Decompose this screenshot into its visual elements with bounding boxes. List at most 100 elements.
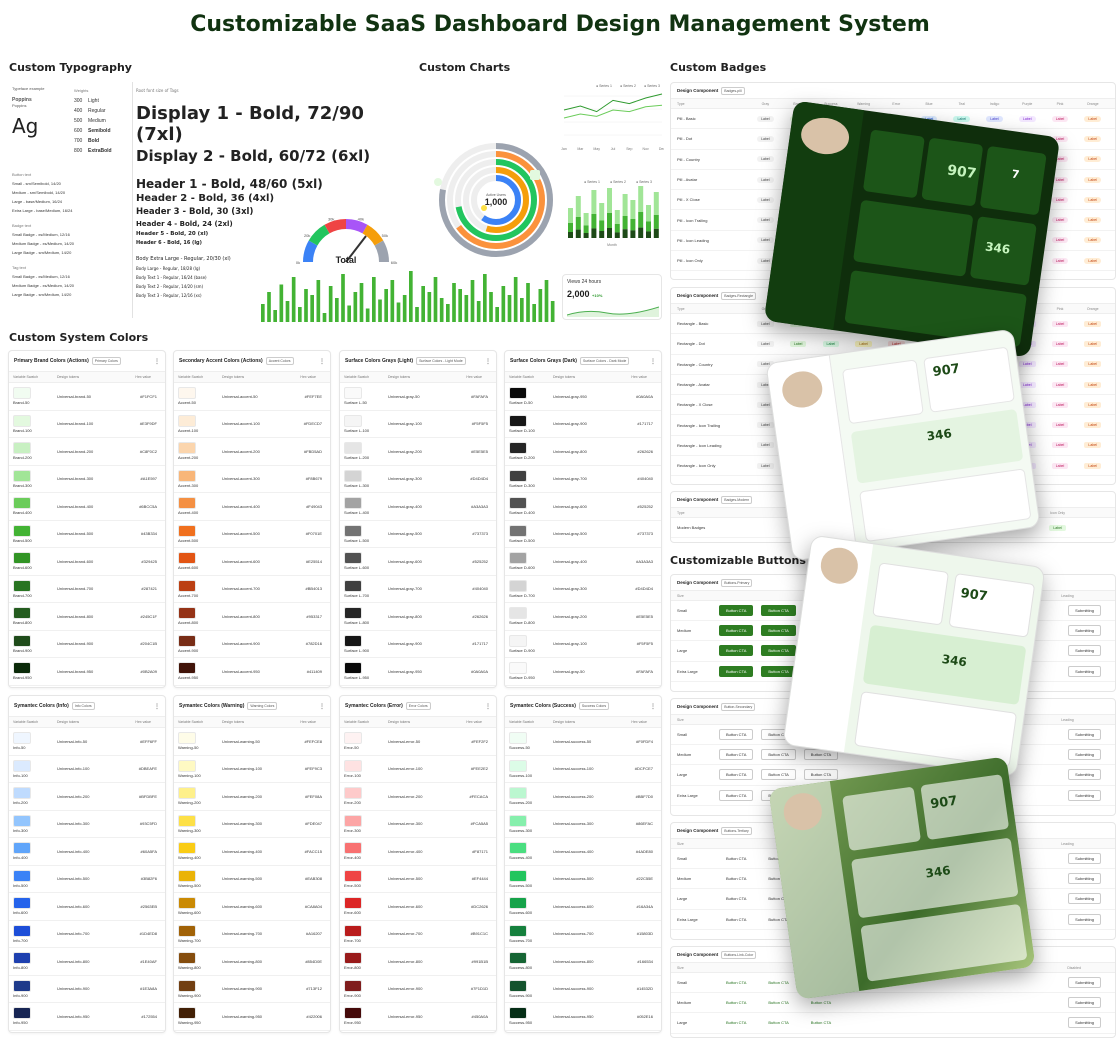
hex-value: #86EFAC	[635, 821, 653, 827]
cta-button[interactable]: Button CTA	[719, 769, 754, 781]
cta-button[interactable]: Button CTA	[719, 625, 754, 637]
size-item: Small - sm/Semibold, 14/20	[12, 181, 61, 186]
cta-button[interactable]: Button CTA	[719, 749, 754, 761]
histogram-bar	[439, 298, 444, 322]
submitting-button[interactable]: Submitting	[1068, 977, 1101, 989]
cta-button[interactable]: Button CTA	[803, 769, 839, 781]
bar-segment	[614, 210, 620, 224]
submitting-button[interactable]: Submitting	[1068, 853, 1101, 865]
color-swatch	[509, 897, 527, 910]
submitting-button[interactable]: Submitting	[1068, 893, 1101, 905]
cta-button[interactable]: Button CTA	[761, 625, 796, 637]
badge-sample: Label	[822, 340, 840, 347]
cta-button[interactable]: Button CTA	[719, 645, 754, 657]
header-3-sample: Header 3 - Bold, 30 (3xl)	[136, 207, 254, 217]
palette-columns: Variable Swatch Design tokens Hex value	[174, 371, 330, 383]
color-swatch	[344, 787, 362, 800]
cta-button[interactable]: Button CTA	[768, 1020, 789, 1026]
cta-button[interactable]: Button CTA	[768, 1000, 789, 1006]
cta-button[interactable]: Button CTA	[761, 605, 796, 617]
color-palette-card: Secondary Accent Colors (Actions) Accent …	[173, 350, 331, 688]
cta-button[interactable]: Button CTA	[726, 856, 747, 862]
cta-button[interactable]: Button CTA	[719, 729, 754, 741]
submitting-button[interactable]: Submitting	[1068, 1017, 1101, 1029]
bar-segment	[653, 215, 659, 229]
cta-button[interactable]: Button CTA	[726, 916, 747, 922]
hex-value: #171717	[637, 421, 653, 427]
cta-button[interactable]: Button CTA	[761, 645, 796, 657]
hex-value: #0A0A0A	[636, 393, 653, 399]
cta-button[interactable]: Button CTA	[719, 665, 754, 677]
submitting-button[interactable]: Submitting	[1068, 749, 1101, 761]
more-icon[interactable]: ⋮	[650, 703, 656, 710]
cta-button[interactable]: Button CTA	[719, 605, 754, 617]
weight-row: 600 Semibold	[74, 126, 112, 136]
swatch-name: Warning-200	[178, 800, 201, 806]
button-row: Medium Button CTA Button CTA Button CTA Subm…	[671, 993, 1115, 1014]
color-swatch	[509, 979, 527, 992]
cta-button[interactable]: Button CTA	[768, 916, 789, 922]
cta-button[interactable]: Button CTA	[768, 980, 789, 986]
cta-button[interactable]: Button CTA	[768, 896, 789, 902]
cta-button[interactable]: Button CTA	[768, 876, 789, 882]
submitting-button[interactable]: Submitting	[1068, 665, 1101, 677]
more-icon[interactable]: ⋮	[319, 703, 325, 710]
cta-button[interactable]: Button CTA	[761, 749, 796, 761]
submitting-button[interactable]: Submitting	[1068, 873, 1101, 885]
color-swatch	[13, 759, 31, 772]
cta-button[interactable]: Button CTA	[726, 980, 747, 986]
cta-button[interactable]: Button CTA	[719, 789, 754, 801]
color-swatch	[178, 952, 196, 965]
cta-button[interactable]: Button CTA	[726, 896, 747, 902]
palette-row: Accent-100 Universal-accent-100 #FDECD7	[174, 411, 330, 438]
hex-value: #F49043	[306, 503, 322, 509]
hex-value: #D4D4D4	[470, 476, 488, 482]
palette-row: Success-50 Universal-success-50 #F0FDF4	[505, 728, 661, 756]
header-2-sample: Header 2 - Bold, 36 (4xl)	[136, 193, 275, 204]
more-icon[interactable]: ⋮	[154, 358, 160, 365]
more-icon[interactable]: ⋮	[485, 358, 491, 365]
submitting-button[interactable]: Submitting	[1068, 913, 1101, 925]
color-swatch	[344, 952, 362, 965]
color-swatch	[344, 469, 362, 482]
cta-button[interactable]: Button CTA	[761, 665, 796, 677]
color-swatch	[13, 579, 31, 592]
header-4-sample: Header 4 - Bold, 24 (2xl)	[136, 220, 233, 228]
swatch-name: Success-100	[509, 772, 533, 778]
more-icon[interactable]: ⋮	[650, 358, 656, 365]
series-line	[563, 104, 663, 119]
palette-row: Surface D-950 Universal-gray-50 #FAFAFA	[505, 658, 661, 686]
more-icon[interactable]: ⋮	[154, 703, 160, 710]
submitting-button[interactable]: Submitting	[1068, 769, 1101, 781]
submitting-button[interactable]: Submitting	[1068, 625, 1101, 637]
swatch-name: Surface L-800	[344, 620, 370, 626]
cta-button[interactable]: Button CTA	[761, 769, 796, 781]
cta-button[interactable]: Button CTA	[810, 1020, 832, 1026]
palette-row: Info-200 Universal-info-200 #BFDBFE	[9, 783, 165, 811]
badge-sample: Label	[1084, 422, 1101, 429]
submitting-button[interactable]: Submitting	[1068, 997, 1101, 1009]
color-swatch	[344, 814, 362, 827]
swatch-name: Surface D-100	[509, 427, 535, 433]
submitting-button[interactable]: Submitting	[1068, 605, 1101, 617]
submitting-button[interactable]: Submitting	[1068, 645, 1101, 657]
submitting-button[interactable]: Submitting	[1068, 789, 1101, 801]
legend-item: ● Series 3	[644, 84, 660, 88]
cta-button[interactable]: Button CTA	[810, 1000, 832, 1006]
cta-button[interactable]: Button CTA	[726, 1000, 747, 1006]
gauge-segment	[345, 219, 368, 234]
submitting-button[interactable]: Submitting	[1068, 729, 1101, 741]
palette-header: Surface Colors Grays (Light) Surface Colo…	[340, 351, 496, 371]
hex-value: #FAFAFA	[471, 393, 488, 399]
more-icon[interactable]: ⋮	[319, 358, 325, 365]
cta-button[interactable]: Button CTA	[726, 1020, 747, 1026]
cta-button[interactable]: Button CTA	[726, 876, 747, 882]
badge-sample: Label	[1051, 115, 1069, 122]
swatch-name: Success-400	[509, 855, 533, 861]
palette-row: Surface L-300 Universal-gray-300 #D4D4D4	[340, 466, 496, 493]
more-icon[interactable]: ⋮	[485, 703, 491, 710]
color-swatch	[13, 897, 31, 910]
color-swatch	[344, 607, 362, 620]
swatch-name: Surface L-500	[344, 537, 370, 543]
badge-sample: Label	[1051, 176, 1069, 183]
